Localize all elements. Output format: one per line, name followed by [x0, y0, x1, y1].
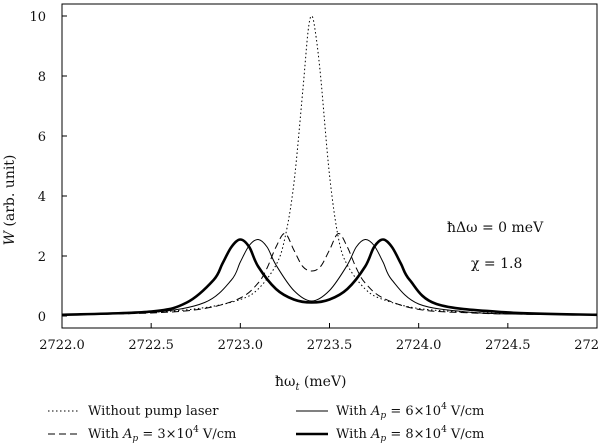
series-line-ap3: [61, 233, 598, 316]
x-tick-label: 2722.0: [39, 338, 85, 353]
legend-item-ap8: With Ap = 8×104 V/cm: [296, 425, 484, 444]
legend: Without pump laser With Ap = 3×104 V/cm …: [48, 402, 484, 444]
x-axis-label-unit: (meV): [299, 374, 346, 390]
legend-label-ap3: With Ap = 3×104 V/cm: [88, 425, 236, 444]
y-tick-label: 10: [29, 10, 46, 25]
x-tick-label: 2722.5: [128, 338, 174, 353]
y-tick-label: 4: [38, 190, 46, 205]
legend-item-ap3: With Ap = 3×104 V/cm: [48, 425, 236, 444]
series-layer: [61, 15, 598, 317]
legend-item-no-pump: Without pump laser: [48, 404, 219, 419]
series-line-ap6: [61, 238, 598, 316]
legend-label-no-pump: Without pump laser: [88, 404, 219, 419]
plot-area-border: [61, 3, 598, 329]
y-axis-label-unit: (arb. unit): [2, 155, 18, 231]
x-axis-ticks: 2722.0 2722.5 2723.0 2723.5 2724.0 2724.5 2725…: [39, 323, 600, 353]
plot-frame: [61, 3, 598, 329]
y-axis-label-var: W: [2, 229, 18, 245]
y-tick-label: 0: [38, 310, 46, 325]
x-tick-label: 2724.5: [485, 338, 531, 353]
legend-label-ap6: With Ap = 6×104 V/cm: [336, 402, 484, 421]
x-axis-label: ħωt (meV): [275, 374, 347, 393]
legend-item-ap6: With Ap = 6×104 V/cm: [296, 402, 484, 421]
series-line-ap8: [61, 238, 598, 317]
series-line-no-pump: [61, 15, 598, 316]
y-tick-label: 6: [38, 130, 46, 145]
y-axis-label: W (arb. unit): [2, 155, 18, 246]
x-tick-label: 2724.0: [396, 338, 442, 353]
annotation-detuning: ħΔω = 0 meV: [447, 220, 544, 236]
x-tick-label: 2725.0: [574, 338, 600, 353]
x-axis-label-base: ħω: [275, 374, 295, 390]
annotation-chi: χ = 1.8: [471, 256, 522, 272]
legend-label-ap8: With Ap = 8×104 V/cm: [336, 425, 484, 444]
x-tick-label: 2723.0: [218, 338, 264, 353]
y-tick-label: 2: [38, 250, 46, 265]
y-tick-label: 8: [38, 70, 46, 85]
x-axis-label-sub: t: [295, 382, 300, 393]
y-axis-ticks: 0 2 4 6 8 10: [29, 10, 67, 325]
x-tick-label: 2723.5: [307, 338, 353, 353]
